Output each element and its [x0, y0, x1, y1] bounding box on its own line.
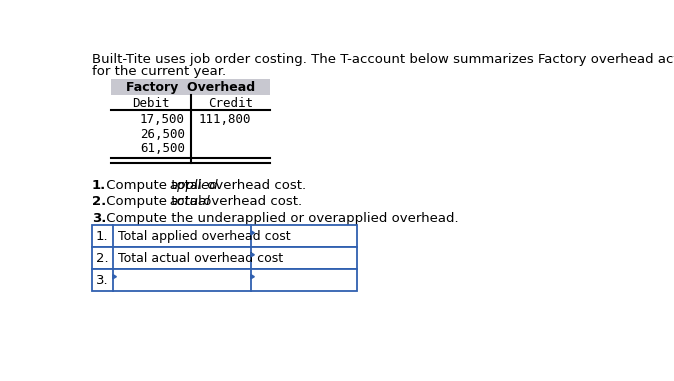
- Text: 2.: 2.: [92, 195, 106, 208]
- Text: 2.: 2.: [96, 252, 109, 265]
- Polygon shape: [113, 275, 117, 279]
- Text: 17,500: 17,500: [140, 114, 185, 126]
- Text: Built-Tite uses job order costing. The T-account below summarizes Factory overhe: Built-Tite uses job order costing. The T…: [92, 53, 674, 66]
- Text: applied: applied: [170, 179, 218, 192]
- Text: actual: actual: [170, 195, 211, 208]
- Bar: [111, 79, 270, 95]
- Bar: [92, 225, 357, 247]
- Text: 61,500: 61,500: [140, 142, 185, 155]
- Text: Credit: Credit: [208, 97, 253, 110]
- Text: overhead cost.: overhead cost.: [199, 195, 302, 208]
- Text: 3.: 3.: [92, 212, 106, 225]
- Text: for the current year.: for the current year.: [92, 65, 226, 78]
- Text: 111,800: 111,800: [199, 114, 251, 126]
- Polygon shape: [251, 231, 254, 235]
- Text: 1.: 1.: [92, 179, 106, 192]
- Polygon shape: [251, 253, 254, 257]
- Bar: [92, 247, 357, 269]
- Bar: [92, 269, 357, 291]
- Text: 26,500: 26,500: [140, 128, 185, 141]
- Text: Total actual overhead cost: Total actual overhead cost: [119, 252, 284, 265]
- Text: 3.: 3.: [96, 274, 109, 287]
- Text: Compute total: Compute total: [102, 179, 206, 192]
- Text: Factory  Overhead: Factory Overhead: [126, 81, 255, 94]
- Text: Compute the underapplied or overapplied overhead.: Compute the underapplied or overapplied …: [102, 212, 459, 225]
- Polygon shape: [251, 275, 254, 279]
- Text: Debit: Debit: [133, 97, 170, 110]
- Text: 1.: 1.: [96, 230, 109, 243]
- Text: overhead cost.: overhead cost.: [203, 179, 306, 192]
- Text: Total applied overhead cost: Total applied overhead cost: [119, 230, 291, 243]
- Text: Compute total: Compute total: [102, 195, 206, 208]
